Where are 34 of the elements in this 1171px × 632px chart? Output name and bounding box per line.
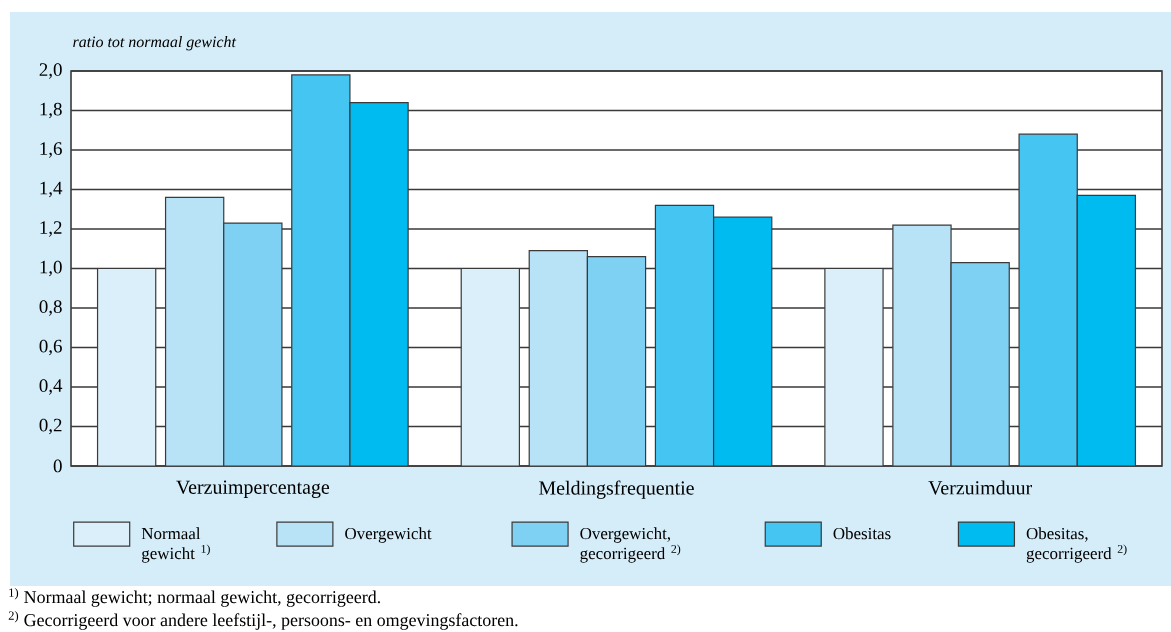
text: $^{2)}$ Gecorrigeerd voor andere leefstijl-, persoons- en omgevingsfactoren.: [8, 611, 518, 630]
bar: [824, 267, 884, 466]
y-tick-label: 1,2: [40, 221, 62, 237]
x-tick-label: Meldingsfrequentie: [539, 480, 694, 499]
bar: [1076, 194, 1137, 466]
y-tick-label: 1,6: [40, 142, 62, 158]
y-tick-label: 0,2: [39, 418, 62, 435]
y-tick-label: 0,4: [39, 379, 63, 395]
legend-label: Obesitas: [833, 527, 891, 540]
y-tick-label: 1,0: [40, 260, 62, 277]
x-tick-label: Verzuimpercentage: [176, 480, 330, 498]
text: $^{1)}$ Normaal gewicht; normaal gewicht, gecorrigeerd.: [9, 588, 380, 607]
legend-label: Obesitas, gecorrigeerd $^{2)}$: [1026, 527, 1127, 563]
bar: [712, 216, 773, 466]
bar: [528, 250, 589, 466]
legend-label: Normaal gewicht $^{1)}$: [141, 527, 210, 563]
bar: [349, 101, 409, 466]
bar: [96, 267, 157, 466]
y-tick-label: 1,8: [40, 102, 62, 119]
y-tick-label: 0: [53, 459, 62, 473]
y-tick-label: 0,6: [39, 339, 62, 356]
x-tick-label: Verzuimduur: [928, 480, 1033, 495]
y-tick-label: 0,8: [39, 300, 62, 316]
bar: [460, 267, 520, 466]
y-axis-title: ratio tot normaal gewicht: [73, 36, 237, 51]
bar: [892, 224, 952, 466]
bar: [586, 256, 647, 466]
bar: [950, 261, 1010, 466]
bar: [223, 222, 283, 466]
y-tick-label: 2,0: [39, 63, 62, 79]
legend-label: Overgewicht: [345, 527, 432, 543]
bar: [164, 196, 225, 466]
y-tick-label: 1,4: [40, 181, 63, 198]
legend-label: Overgewicht, gecorrigeerd $^{2)}$: [580, 527, 681, 563]
